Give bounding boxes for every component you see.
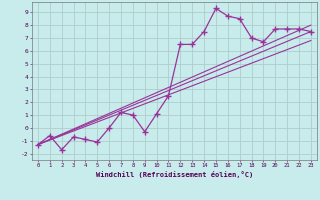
- X-axis label: Windchill (Refroidissement éolien,°C): Windchill (Refroidissement éolien,°C): [96, 171, 253, 178]
